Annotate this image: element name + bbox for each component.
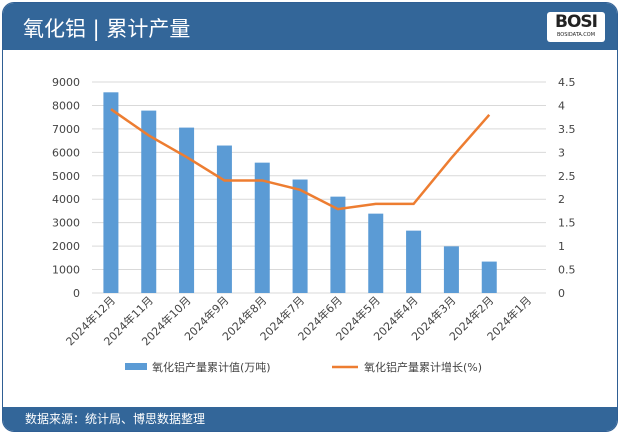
legend-line-label: 氧化铝产量累计增长(%) [364,360,482,374]
y-tick-label: 0 [73,287,80,300]
bar [292,179,308,293]
y2-tick-label: 4 [558,99,565,112]
bar [216,145,232,293]
bosi-logo: BOSI BOSIDATA.COM [547,12,605,42]
y2-tick-label: 0.5 [558,264,576,277]
y-tick-label: 2000 [52,240,80,253]
y-tick-label: 7000 [52,123,80,136]
legend-bar-swatch [125,363,147,370]
page-title: 氧化铝 | 累计产量 [23,17,191,41]
y2-tick-label: 2.5 [558,170,576,183]
y-tick-label: 5000 [52,170,80,183]
y-tick-label: 3000 [52,217,80,230]
y2-tick-label: 3 [558,146,565,159]
legend-bar-label: 氧化铝产量累计值(万吨) [152,360,271,374]
bar [481,261,497,293]
y-tick-label: 4000 [52,193,80,206]
y-tick-label: 1000 [52,264,80,277]
y-tick-label: 6000 [52,146,80,159]
y-tick-label: 8000 [52,99,80,112]
bar [254,162,270,293]
y2-tick-label: 4.5 [558,76,576,89]
bar [443,246,459,293]
source-footer: 数据来源：统计局、博思数据整理 [3,407,617,431]
y-tick-label: 9000 [52,76,80,89]
bar [330,196,346,293]
bar [103,92,119,293]
bar [141,110,157,293]
bar [406,230,422,293]
header-bar: 氧化铝 | 累计产量 BOSI BOSIDATA.COM [3,3,617,50]
y2-tick-label: 1 [558,240,565,253]
bar [179,127,195,293]
bar [368,213,384,293]
y2-tick-label: 3.5 [558,123,576,136]
y2-tick-label: 1.5 [558,217,576,230]
y2-tick-label: 0 [558,287,565,300]
y2-tick-label: 2 [558,193,565,206]
